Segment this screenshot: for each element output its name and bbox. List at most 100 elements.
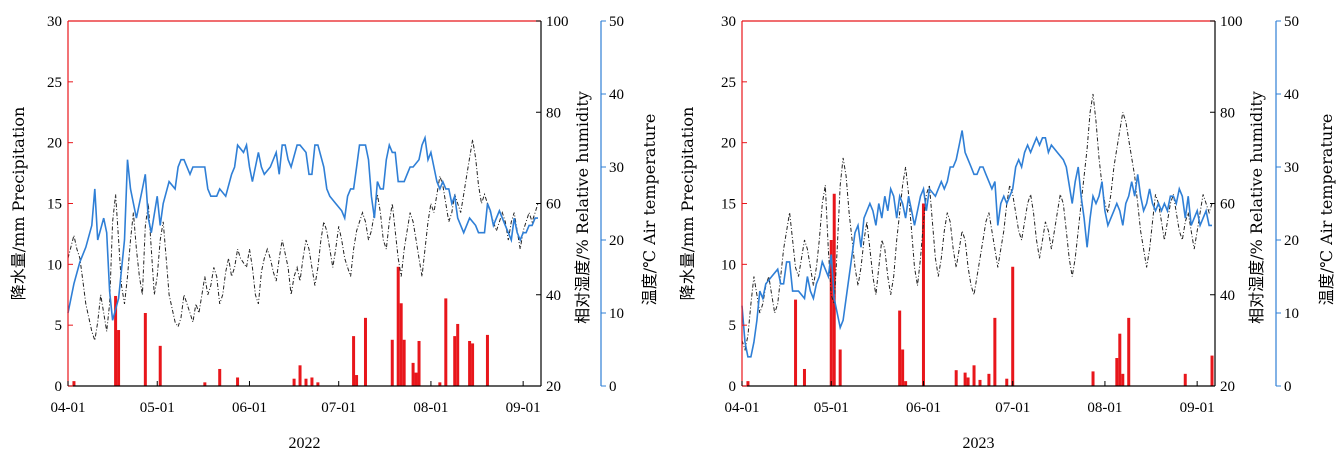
humidity-tick-label: 100: [1220, 14, 1243, 30]
x-tick-label: 08-01: [1087, 400, 1122, 416]
precipitation-bar: [901, 349, 905, 386]
temperature-tick-label: 20: [609, 233, 624, 249]
precipitation-bar: [904, 381, 908, 386]
precipitation-bar: [203, 382, 207, 386]
precipitation-bar: [158, 345, 162, 386]
x-tick-label: 07-01: [995, 400, 1030, 416]
x-tick-label: 04-01: [725, 400, 760, 416]
x-tick-label: 06-01: [906, 400, 941, 416]
precipitation-bar: [963, 372, 967, 386]
humidity-tick-label: 60: [546, 197, 561, 213]
precipitation-bar: [966, 377, 970, 386]
precipitation-bar: [456, 323, 460, 386]
precipitation-bar: [1210, 355, 1214, 386]
precipitation-bar: [802, 368, 806, 386]
precipitation-bar: [921, 203, 925, 386]
precipitation-axis-title: 降水量/mm Precipitation: [9, 107, 28, 301]
humidity-tick-label: 20: [546, 379, 561, 395]
precipitation-bar: [72, 381, 76, 386]
precipitation-bar: [304, 378, 308, 386]
temperature-tick-label: 40: [1284, 87, 1299, 103]
x-tick-label: 04-01: [51, 400, 86, 416]
precipitation-bar: [471, 343, 475, 386]
precipitation-tick-label: 15: [47, 197, 62, 213]
temperature-tick-label: 30: [1284, 160, 1299, 176]
precipitation-bar: [838, 349, 842, 386]
humidity-tick-label: 40: [1220, 288, 1235, 304]
precipitation-tick-label: 10: [47, 257, 62, 273]
precipitation-bar: [363, 317, 367, 386]
humidity-line: [67, 139, 539, 341]
precipitation-tick-label: 0: [729, 379, 737, 395]
precipitation-tick-label: 20: [721, 136, 736, 152]
humidity-tick-label: 80: [1220, 105, 1235, 121]
x-tick-label: 08-01: [413, 400, 448, 416]
precipitation-tick-label: 30: [47, 14, 62, 30]
precipitation-tick-label: 25: [721, 75, 736, 91]
temperature-line: [67, 134, 538, 321]
precipitation-bar: [396, 266, 400, 386]
temperature-tick-label: 10: [609, 306, 624, 322]
precipitation-bar: [794, 299, 798, 386]
precipitation-bar: [411, 362, 415, 386]
chart-panel-2022: 0 5 10 15 20 25 30 20 40 60 80 100 0 10 20 30 40 50 04-01 0…: [9, 14, 659, 452]
precipitation-bar: [218, 368, 222, 386]
precipitation-bar: [117, 330, 121, 386]
x-tick-label: 06-01: [232, 400, 267, 416]
humidity-line: [741, 93, 1213, 352]
temperature-tick-label: 10: [1284, 306, 1299, 322]
humidity-tick-label: 40: [546, 288, 561, 304]
precipitation-bar: [1118, 333, 1122, 386]
precipitation-axis-title: 降水量/mm Precipitation: [678, 107, 697, 301]
precipitation-bar: [453, 336, 457, 386]
precipitation-bar: [390, 339, 394, 386]
precipitation-bar: [829, 240, 833, 386]
humidity-tick-label: 20: [1220, 379, 1235, 395]
precipitation-bar: [352, 336, 356, 386]
precipitation-bar: [292, 378, 296, 386]
precipitation-bar: [978, 379, 982, 386]
temperature-axis-title: 温度/℃ Air temperature: [640, 114, 659, 306]
humidity-tick-label: 60: [1220, 197, 1235, 213]
precipitation-bar: [444, 298, 448, 386]
humidity-tick-label: 100: [546, 14, 569, 30]
precipitation-bar: [417, 340, 421, 386]
precipitation-bar: [746, 381, 750, 386]
temperature-tick-label: 30: [609, 160, 624, 176]
x-tick-label: 07-01: [321, 400, 356, 416]
precipitation-tick-label: 0: [55, 379, 63, 395]
precipitation-tick-label: 5: [729, 318, 737, 334]
temperature-tick-label: 20: [1284, 233, 1299, 249]
humidity-tick-label: 80: [546, 105, 561, 121]
precipitation-bar: [1011, 266, 1015, 386]
precipitation-bar: [1183, 373, 1187, 386]
precipitation-bar: [316, 382, 320, 386]
x-tick-label: 09-01: [506, 400, 541, 416]
precipitation-tick-label: 15: [721, 197, 736, 213]
x-tick-label: 05-01: [140, 400, 175, 416]
x-axis-title: 2023: [963, 435, 995, 452]
precipitation-bar: [1005, 378, 1009, 386]
precipitation-tick-label: 30: [721, 14, 736, 30]
precipitation-tick-label: 5: [55, 318, 63, 334]
precipitation-bar: [236, 377, 240, 386]
precipitation-tick-label: 25: [47, 75, 62, 91]
chart-panel-2023: 0 5 10 15 20 25 30 20 40 60 80 100 0 10 20 30 40 50 04-01 0…: [678, 14, 1336, 452]
precipitation-bar: [993, 317, 997, 386]
x-axis-title: 2022: [289, 435, 321, 452]
temperature-tick-label: 0: [609, 379, 617, 395]
precipitation-bar: [355, 375, 359, 386]
temperature-line: [741, 130, 1212, 358]
precipitation-bar: [402, 339, 406, 386]
temperature-tick-label: 50: [609, 14, 624, 30]
temperature-tick-label: 50: [1284, 14, 1299, 30]
precipitation-bar: [414, 372, 418, 386]
precipitation-bar: [1115, 358, 1119, 386]
precipitation-bar: [298, 365, 302, 386]
precipitation-bar: [1121, 373, 1125, 386]
precipitation-tick-label: 10: [721, 257, 736, 273]
precipitation-bar: [1127, 317, 1131, 386]
precipitation-tick-label: 20: [47, 136, 62, 152]
temperature-axis-title: 温度/℃ Air temperature: [1317, 114, 1336, 306]
precipitation-bar: [310, 377, 314, 386]
